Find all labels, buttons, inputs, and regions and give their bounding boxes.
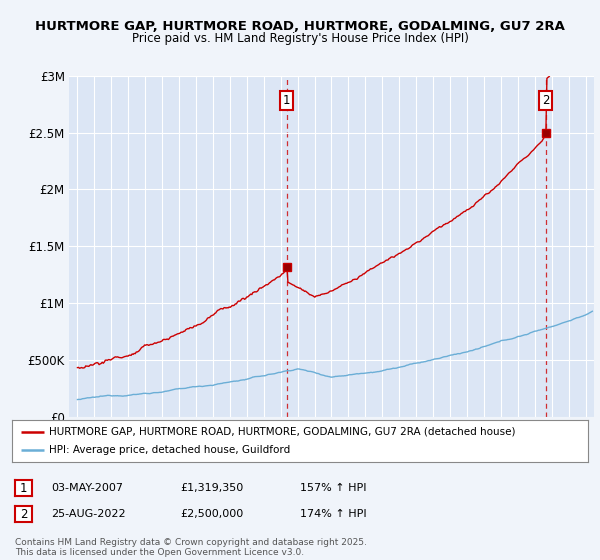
Text: HURTMORE GAP, HURTMORE ROAD, HURTMORE, GODALMING, GU7 2RA: HURTMORE GAP, HURTMORE ROAD, HURTMORE, G…	[35, 20, 565, 32]
Text: 2: 2	[542, 94, 550, 107]
Text: Contains HM Land Registry data © Crown copyright and database right 2025.
This d: Contains HM Land Registry data © Crown c…	[15, 538, 367, 557]
Text: 174% ↑ HPI: 174% ↑ HPI	[300, 509, 367, 519]
Text: HURTMORE GAP, HURTMORE ROAD, HURTMORE, GODALMING, GU7 2RA (detached house): HURTMORE GAP, HURTMORE ROAD, HURTMORE, G…	[49, 427, 516, 437]
Text: £2,500,000: £2,500,000	[180, 509, 243, 519]
Text: Price paid vs. HM Land Registry's House Price Index (HPI): Price paid vs. HM Land Registry's House …	[131, 32, 469, 45]
Text: 1: 1	[283, 94, 290, 107]
Text: 157% ↑ HPI: 157% ↑ HPI	[300, 483, 367, 493]
Text: HPI: Average price, detached house, Guildford: HPI: Average price, detached house, Guil…	[49, 445, 290, 455]
Text: 1: 1	[20, 482, 27, 495]
Text: 25-AUG-2022: 25-AUG-2022	[51, 509, 125, 519]
Text: £1,319,350: £1,319,350	[180, 483, 243, 493]
Text: 2: 2	[20, 507, 27, 521]
Text: 03-MAY-2007: 03-MAY-2007	[51, 483, 123, 493]
